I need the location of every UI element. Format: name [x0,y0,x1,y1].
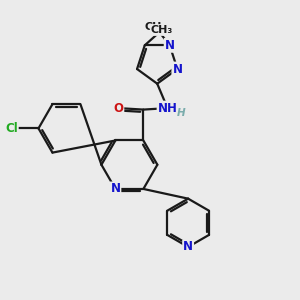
Text: Cl: Cl [5,122,18,135]
Text: N: N [183,241,193,254]
Text: N: N [165,39,175,52]
Text: N: N [172,62,182,76]
Text: O: O [113,102,123,115]
Text: H: H [176,108,185,118]
Text: CH₃: CH₃ [144,22,167,32]
Text: NH: NH [158,102,178,115]
Text: N: N [110,182,120,195]
Text: CH₃: CH₃ [151,25,173,35]
